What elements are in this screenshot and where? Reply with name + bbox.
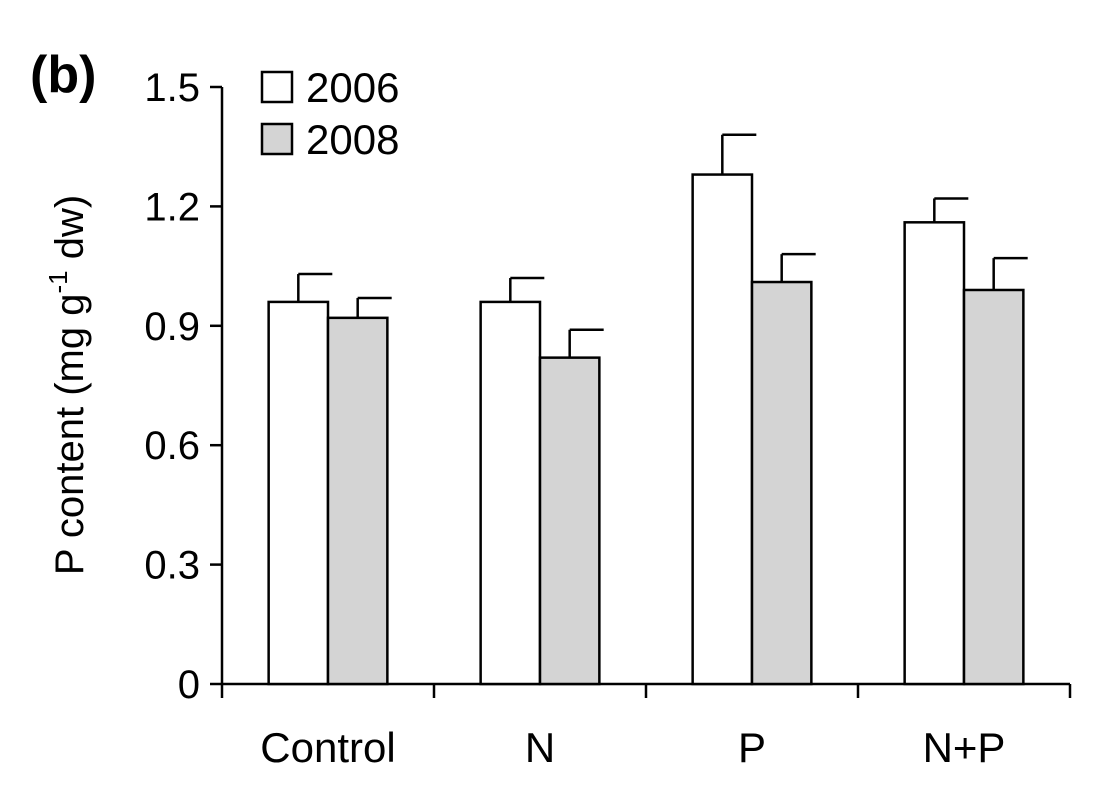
y-tick-label: 0.6 bbox=[144, 424, 200, 468]
y-tick-label: 0 bbox=[178, 663, 200, 707]
bar-2006 bbox=[691, 173, 754, 686]
panel-label: (b) bbox=[30, 46, 96, 104]
bar-2006 bbox=[903, 221, 966, 686]
bar-2008 bbox=[962, 288, 1025, 686]
bars: Control N P N+P bbox=[260, 133, 1028, 771]
legend-swatch-2006 bbox=[260, 70, 294, 104]
bar-2008 bbox=[750, 280, 813, 686]
y-axis-label-superscript: -1 bbox=[43, 270, 73, 293]
legend: 2006 2008 bbox=[260, 64, 399, 163]
y-tick-label: 1.5 bbox=[144, 66, 200, 110]
y-axis-label: P content (mg g-1 dw) bbox=[43, 195, 92, 575]
legend-label-2008: 2008 bbox=[306, 116, 399, 163]
legend-label-2006: 2006 bbox=[306, 64, 399, 111]
bar-2006 bbox=[479, 300, 542, 686]
bar-2008 bbox=[538, 356, 601, 686]
bar-2008 bbox=[326, 316, 389, 686]
legend-swatch-2008 bbox=[260, 122, 294, 156]
x-category-label: Control bbox=[260, 724, 395, 771]
y-tick-label: 1.2 bbox=[144, 185, 200, 229]
y-tick-label: 0.9 bbox=[144, 305, 200, 349]
bar-2006 bbox=[267, 300, 330, 686]
y-axis-label-main: P content (mg g bbox=[48, 294, 92, 576]
y-axis-label-unit: dw) bbox=[48, 195, 92, 271]
x-category-label: P bbox=[738, 724, 766, 771]
x-category-label: N+P bbox=[923, 724, 1006, 771]
y-tick-label: 0.3 bbox=[144, 544, 200, 588]
x-category-label: N bbox=[525, 724, 555, 771]
